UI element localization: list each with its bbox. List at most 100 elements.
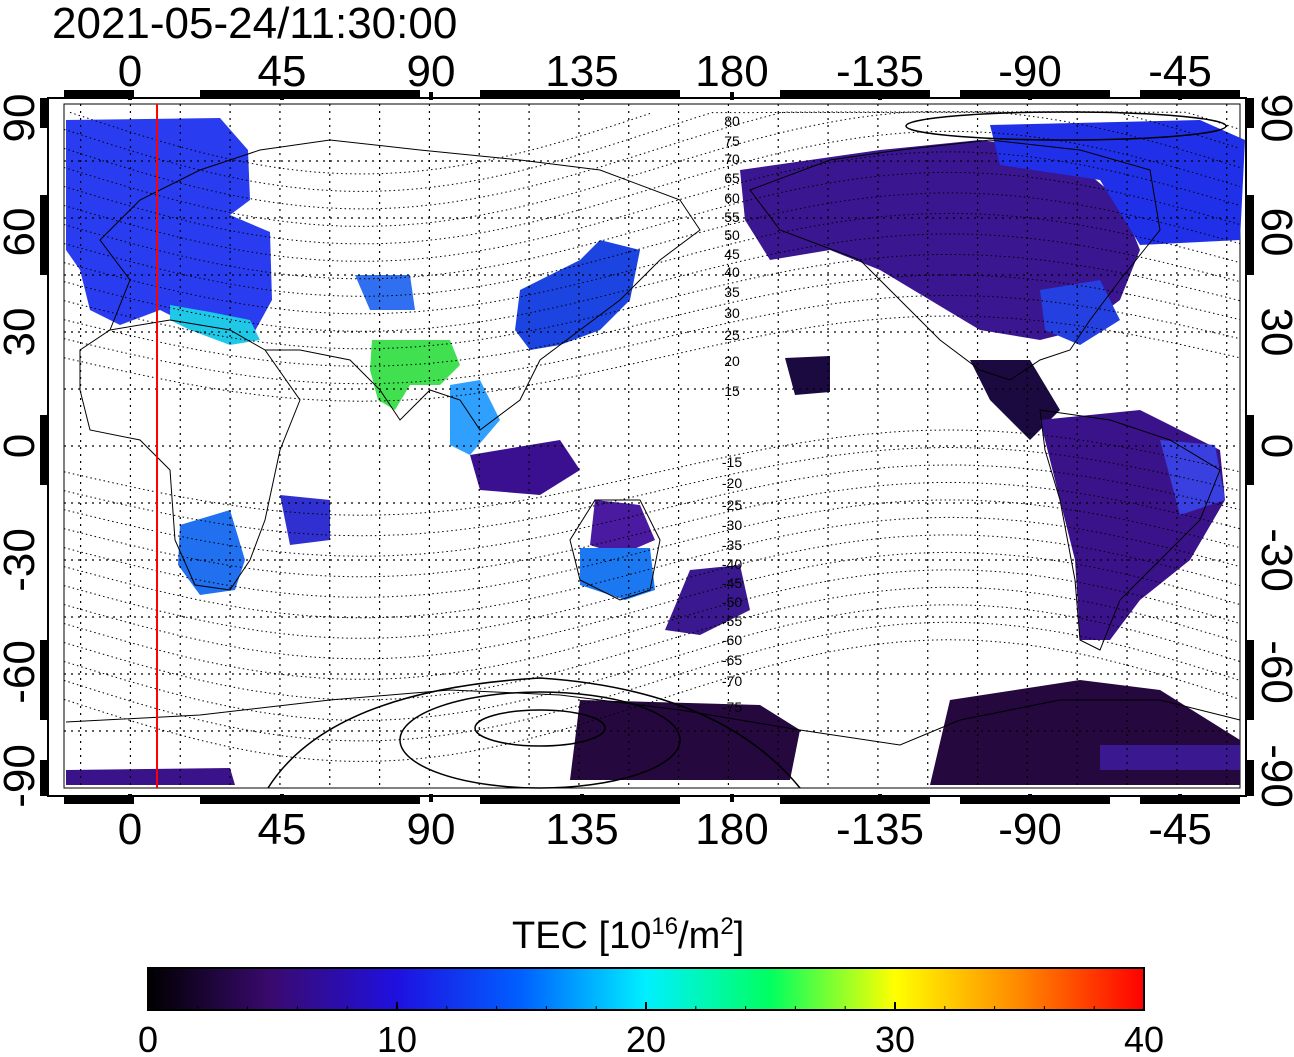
y-axis-right: 90 60 30 0 -30 -60 -90 [1252,94,1294,808]
magnetic-contour [63,233,1241,332]
contour-label: 50 [724,227,740,243]
x-tick-mark [1178,794,1182,802]
x-tick-label-bottom: 135 [545,805,618,854]
contour-label: -15 [722,454,742,470]
magnetic-contour [63,499,1241,598]
coastline-australia [569,499,661,601]
y-tick-label-right: 30 [1252,308,1294,357]
y-axis-bar [40,98,48,128]
tec-region-australia-north [590,500,655,555]
contour-label: -20 [722,475,742,491]
y-tick-label-right: -30 [1252,528,1294,592]
tec-region-east-us [1040,280,1120,345]
graticule-layer [64,104,1240,788]
tec-region-antarctica-east [570,700,800,780]
x-tick-mark [429,92,433,100]
x-tick-mark [730,92,734,100]
contour-label: 55 [724,209,740,225]
contour-label: -35 [722,537,742,553]
x-tick-mark [878,794,882,802]
tec-region-central-america [970,360,1060,440]
contour-label: -30 [722,517,742,533]
x-tick-label-bottom: 180 [695,805,768,854]
tec-region-east-africa [280,495,330,545]
magnetic-contour [63,151,1241,262]
y-tick-label-right: -60 [1252,640,1294,704]
magnetic-contour [63,569,1241,680]
y-tick-label-left: 60 [0,208,44,257]
contour-label: -65 [722,652,742,668]
colorbar-ticks: 0 10 20 30 40 [138,1002,1164,1057]
contour-label: 40 [724,264,740,280]
contour-label: 30 [724,305,740,321]
tec-region-hawaii [785,356,830,395]
magnetic-contour [69,111,653,175]
magnetic-contour [63,534,1241,639]
contour-label: 20 [724,353,740,369]
tec-region-europe [66,118,272,340]
coastline-south-america [1039,409,1221,651]
y-axis-bar [40,415,48,485]
x-tick-mark [128,794,132,802]
contour-label: -60 [722,632,742,648]
contour-layer [63,111,1241,789]
tec-region-india [370,340,460,410]
contour-label: 65 [724,170,740,186]
tec-region-australia-south [580,548,655,600]
x-tick-label-top: 180 [695,47,768,96]
contour-label: 35 [724,284,740,300]
x-tick-label-top: 0 [118,47,142,96]
colorbar-tick-label: 0 [138,1019,158,1057]
x-tick-label-bottom: -90 [998,805,1062,854]
south-pole-contour-mid [399,691,681,789]
contour-label-layer: 80 75 70 65 60 55 50 45 40 35 30 25 20 15 -15 -20 -25 -30… [722,113,742,715]
x-axis-bar [1140,796,1240,804]
contour-label: -45 [722,575,742,591]
y-tick-label-left: -90 [0,744,44,808]
x-tick-label-top: 45 [258,47,307,96]
x-axis-bar [480,90,680,98]
x-tick-label-top: -135 [836,47,924,96]
tec-region-indonesia [470,440,580,495]
x-tick-label-top: -90 [998,47,1062,96]
y-axis-bar [40,640,48,720]
contour-label: 60 [724,190,740,206]
y-axis-bar [40,760,48,796]
magnetic-contour [63,551,1241,660]
x-tick-mark [580,794,584,802]
coastline-north-america [749,139,1161,381]
x-axis-bar [64,796,134,804]
magnetic-contour [63,192,1241,297]
coastline-eurasia [99,139,701,431]
magnetic-contour [63,586,1241,701]
tec-region-east-asia [515,240,640,350]
contour-label: 75 [724,133,740,149]
x-tick-label-top: 90 [407,47,456,96]
x-axis-bar [780,90,930,98]
x-tick-mark [730,794,734,802]
x-tick-label-top: -45 [1148,47,1212,96]
magnetic-contour [63,130,1241,245]
y-axis-bar [1246,98,1254,128]
colorbar-label: TEC [1016/m2] [512,913,744,957]
x-axis-bar [200,796,420,804]
x-tick-label-bottom: 0 [118,805,142,854]
coastline-africa [79,319,301,591]
x-tick-label-bottom: -135 [836,805,924,854]
y-tick-label-right: 60 [1252,208,1294,257]
magnetic-contour [63,639,1241,762]
y-axis-bar [1246,195,1254,275]
tec-region-new-zealand [665,565,750,635]
tec-region-antarctica-strip [66,768,235,785]
x-tick-mark [429,794,433,802]
contour-label: -70 [722,673,742,689]
contour-label: 80 [724,113,740,129]
x-tick-label-bottom: -45 [1148,805,1212,854]
contour-label: 45 [724,246,740,262]
y-tick-label-right: 90 [1252,94,1294,143]
x-axis-bar [960,796,1110,804]
y-tick-label-left: -60 [0,640,44,704]
y-axis-bar [1246,415,1254,485]
x-axis-bottom: 0 45 90 135 180 -135 -90 -45 [118,794,1212,854]
